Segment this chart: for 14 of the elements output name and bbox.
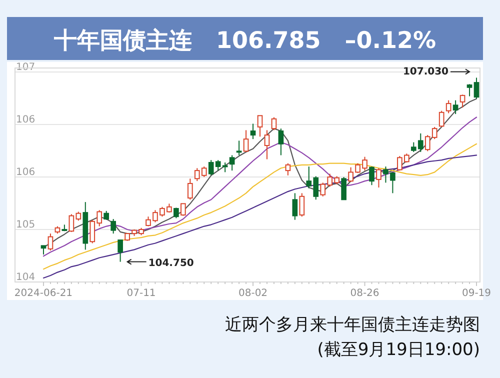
x-tick-label: 2024-06-21 — [14, 288, 73, 299]
y-tick-label: 106 — [16, 167, 36, 178]
x-tick-label: 07-11 — [126, 288, 156, 299]
y-tick-label: 105 — [16, 220, 36, 231]
x-tick-label: 09-19 — [462, 288, 492, 299]
text: 近两个多月来十年国债主连走势图 — [225, 315, 480, 335]
x-tick-label: 08-02 — [238, 288, 268, 299]
annotation: 104.750 — [148, 258, 194, 269]
chart-title: 十年国债主连 106.785 –0.12% — [52, 27, 436, 54]
text: (截至9月19日19:00) — [317, 340, 480, 360]
x-tick-label: 08-26 — [350, 288, 380, 299]
y-tick-label: 104 — [16, 272, 36, 283]
y-tick-label: 106 — [16, 114, 36, 126]
annotation: 107.030 — [402, 66, 449, 78]
